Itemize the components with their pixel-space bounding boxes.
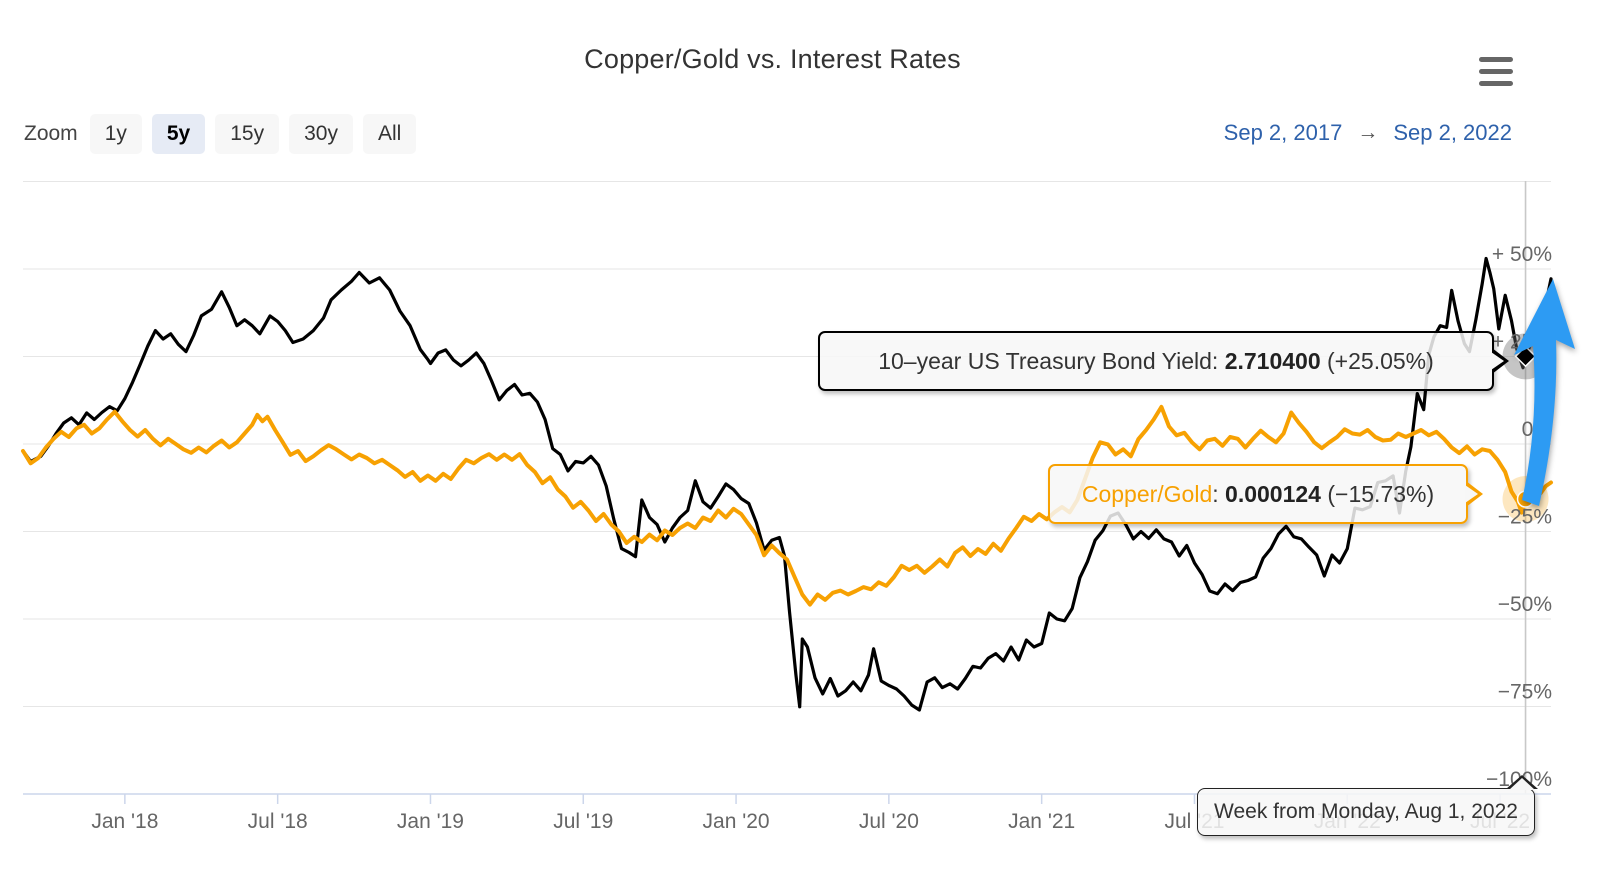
zoom-button-30y[interactable]: 30y [289, 114, 353, 154]
range-to-input[interactable]: Sep 2, 2022 [1393, 120, 1512, 145]
x-axis-label: Jan '19 [397, 810, 464, 833]
tooltip-copper-change: (−15.73%) [1320, 480, 1435, 507]
chart-title: Copper/Gold vs. Interest Rates [584, 44, 961, 74]
tooltip-treasury: 10–year US Treasury Bond Yield: 2.710400… [818, 331, 1509, 391]
x-axis-label: Jul '18 [248, 810, 308, 833]
y-axis-label: −75% [1498, 681, 1552, 704]
date-range: Sep 2, 2017 → Sep 2, 2022 [1224, 120, 1512, 146]
series-line-copper-gold[interactable] [21, 404, 1553, 607]
tooltip-copper-value: 0.000124 [1225, 480, 1321, 507]
range-from-input[interactable]: Sep 2, 2017 [1223, 120, 1343, 145]
x-axis-label: Jan '20 [703, 810, 770, 833]
tooltip-treasury-value: 2.710400 [1224, 347, 1321, 374]
x-axis-label: Jan '21 [1008, 810, 1075, 833]
zoom-label: Zoom [24, 122, 78, 145]
y-axis-label: + 50% [1492, 243, 1552, 266]
x-axis-label: Jul '19 [553, 810, 613, 833]
annotation-arrow-icon [1514, 279, 1575, 506]
tooltip-copper: Copper/Gold: 0.000124 (−15.73%) [1048, 464, 1483, 524]
tooltip-treasury-change: (+25.05%) [1320, 347, 1434, 374]
series-line-treasury[interactable] [21, 256, 1553, 712]
range-selector: Zoom 1y 5y 15y 30y All [24, 114, 417, 154]
range-arrow-icon: → [1357, 121, 1379, 144]
zoom-button-group: 1y 5y 15y 30y All [89, 114, 417, 154]
tooltip-date-label: Week from Monday, Aug 1, 2022 [1197, 775, 1538, 836]
x-axis-label: Jul '20 [859, 810, 919, 833]
zoom-button-1y[interactable]: 1y [89, 114, 142, 154]
zoom-button-15y[interactable]: 15y [215, 114, 280, 154]
tooltip-treasury-series: 10–year US Treasury Bond Yield [878, 347, 1212, 374]
y-axis-label: −25% [1498, 506, 1552, 529]
x-axis-label: Jan '18 [91, 810, 158, 833]
context-menu-button[interactable] [1479, 52, 1521, 90]
y-axis-label: −50% [1498, 593, 1552, 616]
tooltip-copper-series: Copper/Gold [1081, 480, 1213, 507]
zoom-button-5y[interactable]: 5y [151, 114, 206, 154]
zoom-button-all[interactable]: All [362, 114, 417, 154]
